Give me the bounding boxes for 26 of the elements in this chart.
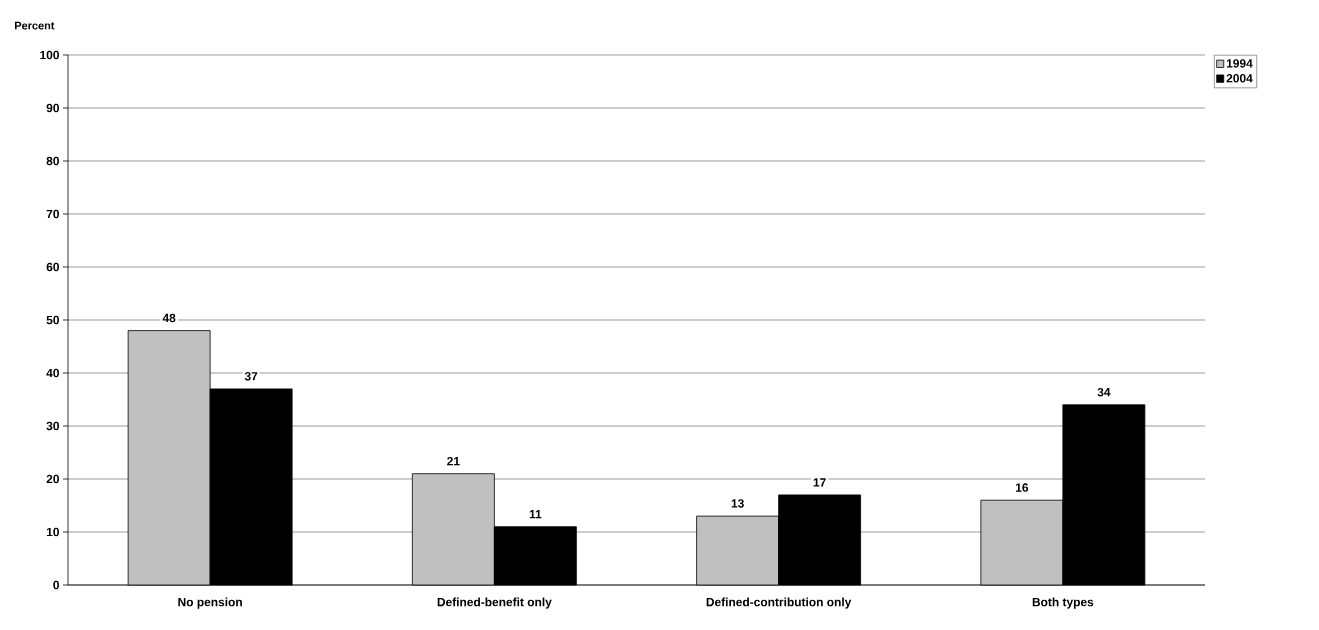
x-tick-label: Defined-benefit only <box>437 597 552 609</box>
y-tick-label: 60 <box>46 262 59 272</box>
data-label: 16 <box>1015 483 1029 492</box>
data-label: 17 <box>813 478 826 487</box>
y-tick-label: 90 <box>46 103 59 113</box>
y-tick-label: 30 <box>46 421 59 431</box>
data-label: 11 <box>529 510 542 519</box>
data-label: 37 <box>244 372 258 381</box>
y-axis-title: Percent <box>15 21 55 30</box>
y-tick-label: 100 <box>40 50 59 60</box>
y-tick-label: 40 <box>46 368 59 378</box>
y-tick-label: 50 <box>46 315 59 325</box>
x-tick-label: Defined-contribution only <box>706 597 852 609</box>
data-label: 13 <box>731 499 744 508</box>
data-label: 21 <box>447 456 460 466</box>
data-label: 34 <box>1097 387 1111 397</box>
y-tick-label: 20 <box>46 474 59 484</box>
y-tick-label: 0 <box>53 580 59 590</box>
legend-label: 2004 <box>1226 74 1253 83</box>
y-tick-label: 70 <box>46 209 59 219</box>
x-tick-label: No pension <box>178 597 242 609</box>
y-tick-label: 80 <box>46 156 59 166</box>
data-label: 48 <box>162 313 176 323</box>
y-tick-label: 10 <box>46 527 59 537</box>
x-tick-label: Both types <box>1032 597 1094 609</box>
legend-label: 1994 <box>1226 59 1253 68</box>
